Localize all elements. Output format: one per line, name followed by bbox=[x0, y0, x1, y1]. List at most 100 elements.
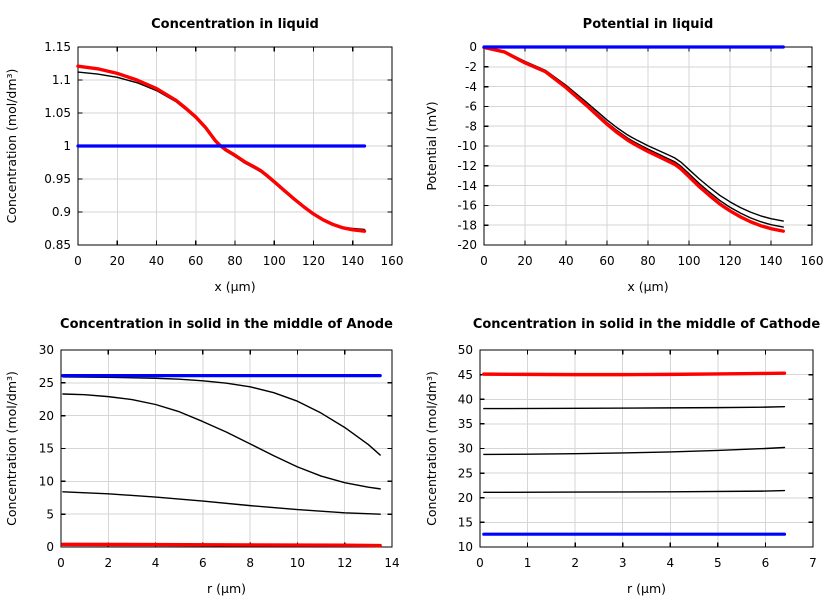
y-tick-label: 40 bbox=[458, 392, 473, 406]
y-tick-label: 30 bbox=[39, 343, 54, 357]
chart-cell-solid-anode: 0 2 4 6 8 10 12 14 0 5 10 15 20 25 30 Concentration in … bbox=[0, 300, 420, 600]
y-tick-label: 10 bbox=[39, 475, 54, 489]
y-axis-label: Concentration (mol/dm³) bbox=[4, 69, 19, 224]
series-black-curve-late bbox=[77, 65, 366, 232]
y-tick-label: 35 bbox=[458, 417, 473, 431]
series-group bbox=[482, 45, 785, 233]
x-tick-label: 80 bbox=[640, 254, 655, 268]
x-tick-label: 120 bbox=[302, 254, 325, 268]
x-axis-label: r (μm) bbox=[207, 581, 246, 596]
chart-potential-in-liquid: 0 20 40 60 80 100 120 140 160 0 -2 -4 -6 -8 -10 -12 -14 -… bbox=[424, 17, 824, 294]
y-tick-label: 0 bbox=[469, 40, 477, 54]
y-tick-label: 15 bbox=[458, 516, 473, 530]
series-black-curve-upper bbox=[483, 46, 784, 222]
x-tick-label: 160 bbox=[801, 254, 824, 268]
x-tick-label: 140 bbox=[760, 254, 783, 268]
series-red-curve bbox=[482, 45, 785, 233]
x-tick-label: 1 bbox=[524, 556, 532, 570]
x-tick-label: 7 bbox=[809, 556, 817, 570]
series-black-curve-1 bbox=[62, 376, 381, 456]
x-tick-label: 100 bbox=[678, 254, 701, 268]
chart-title: Potential in liquid bbox=[583, 17, 714, 32]
x-tick-label: 0 bbox=[476, 556, 484, 570]
x-tick-label: 60 bbox=[188, 254, 203, 268]
y-tick-label: -10 bbox=[457, 139, 477, 153]
plot-frame bbox=[479, 349, 814, 548]
chart-concentration-in-liquid: 0 20 40 60 80 100 120 140 160 0.85 0.9 0.95 1 1.05 1.1… bbox=[4, 17, 404, 294]
y-tick-label: -14 bbox=[457, 179, 477, 193]
x-tick-label: 40 bbox=[149, 254, 164, 268]
series-black-curve-3 bbox=[62, 491, 381, 515]
series-red-max-level bbox=[482, 371, 787, 377]
y-tick-label: 30 bbox=[458, 442, 473, 456]
chart-concentration-solid-cathode: 0 1 2 3 4 5 6 7101520253035404550Concentration … bbox=[424, 317, 821, 596]
x-tick-label: 160 bbox=[381, 254, 404, 268]
y-tick-label: 0.85 bbox=[44, 238, 71, 252]
y-axis-label: Concentration (mol/dm³) bbox=[424, 371, 439, 526]
y-tick-label: 20 bbox=[458, 491, 473, 505]
x-tick-label: 10 bbox=[290, 556, 305, 570]
x-tick-label: 120 bbox=[719, 254, 742, 268]
x-tick-label: 0 bbox=[480, 254, 488, 268]
series-black-curve-3 bbox=[483, 489, 786, 494]
y-tick-label: -8 bbox=[465, 119, 477, 133]
series-black-curve-2 bbox=[483, 446, 786, 456]
series-black-curve-2 bbox=[62, 393, 381, 490]
y-tick-label: 0.95 bbox=[44, 172, 71, 186]
y-tick-label: 1.15 bbox=[44, 40, 71, 54]
y-tick-label: 15 bbox=[39, 442, 54, 456]
y-tick-label: 1 bbox=[63, 139, 71, 153]
series-black-curve-1 bbox=[483, 405, 786, 410]
y-tick-label: 0 bbox=[46, 540, 54, 554]
x-tick-label: 6 bbox=[762, 556, 770, 570]
y-tick-label: 20 bbox=[39, 409, 54, 423]
x-axis-label: x (μm) bbox=[627, 279, 668, 294]
x-tick-label: 80 bbox=[227, 254, 242, 268]
chart-cell-concentration-liquid: 0 20 40 60 80 100 120 140 160 0.85 0.9 0.95 1 1.05 1.1… bbox=[0, 0, 420, 300]
series-group bbox=[76, 64, 367, 233]
series-black-curve-early bbox=[77, 71, 366, 231]
x-tick-label: 6 bbox=[199, 556, 207, 570]
y-tick-label: -4 bbox=[465, 80, 477, 94]
x-tick-label: 14 bbox=[384, 556, 399, 570]
chart-title: Concentration in solid in the middle of … bbox=[473, 317, 821, 332]
x-axis-label: x (μm) bbox=[214, 279, 255, 294]
x-tick-label: 140 bbox=[341, 254, 364, 268]
y-tick-label: 1.1 bbox=[52, 73, 71, 87]
x-tick-label: 4 bbox=[666, 556, 674, 570]
series-group bbox=[61, 374, 382, 548]
x-tick-label: 100 bbox=[263, 254, 286, 268]
chart-concentration-solid-anode: 0 2 4 6 8 10 12 14 0 5 10 15 20 25 30 Concentration in … bbox=[4, 317, 400, 596]
x-tick-label: 40 bbox=[558, 254, 573, 268]
gridlines bbox=[60, 349, 393, 548]
y-tick-label: 5 bbox=[46, 507, 54, 521]
series-black-curve-middle bbox=[483, 46, 784, 228]
x-tick-label: 20 bbox=[110, 254, 125, 268]
y-tick-label: 0.9 bbox=[52, 205, 71, 219]
y-tick-label: -16 bbox=[457, 199, 477, 213]
x-tick-label: 60 bbox=[599, 254, 614, 268]
y-axis-label: Concentration (mol/dm³) bbox=[4, 371, 19, 526]
x-tick-label: 8 bbox=[246, 556, 254, 570]
x-tick-label: 0 bbox=[57, 556, 65, 570]
y-tick-label: 25 bbox=[39, 376, 54, 390]
y-tick-label: -20 bbox=[457, 238, 477, 252]
chart-title: Concentration in solid in the middle of … bbox=[60, 317, 393, 332]
x-tick-label: 2 bbox=[104, 556, 112, 570]
x-tick-label: 20 bbox=[517, 254, 532, 268]
chart-title: Concentration in liquid bbox=[151, 17, 319, 32]
chart-cell-potential-liquid: 0 20 40 60 80 100 120 140 160 0 -2 -4 -6 -8 -10 -12 -14 -… bbox=[420, 0, 840, 300]
y-tick-label: 1.05 bbox=[44, 106, 71, 120]
y-axis-label: Potential (mV) bbox=[424, 101, 439, 190]
series-group bbox=[482, 371, 787, 536]
x-tick-label: 5 bbox=[714, 556, 722, 570]
series-red-curve bbox=[61, 542, 382, 548]
x-tick-label: 0 bbox=[74, 254, 82, 268]
y-tick-label: -2 bbox=[465, 60, 477, 74]
y-tick-label: 25 bbox=[458, 466, 473, 480]
y-tick-label: -12 bbox=[457, 159, 477, 173]
x-tick-label: 2 bbox=[571, 556, 579, 570]
x-tick-label: 4 bbox=[152, 556, 160, 570]
y-tick-label: 45 bbox=[458, 368, 473, 382]
